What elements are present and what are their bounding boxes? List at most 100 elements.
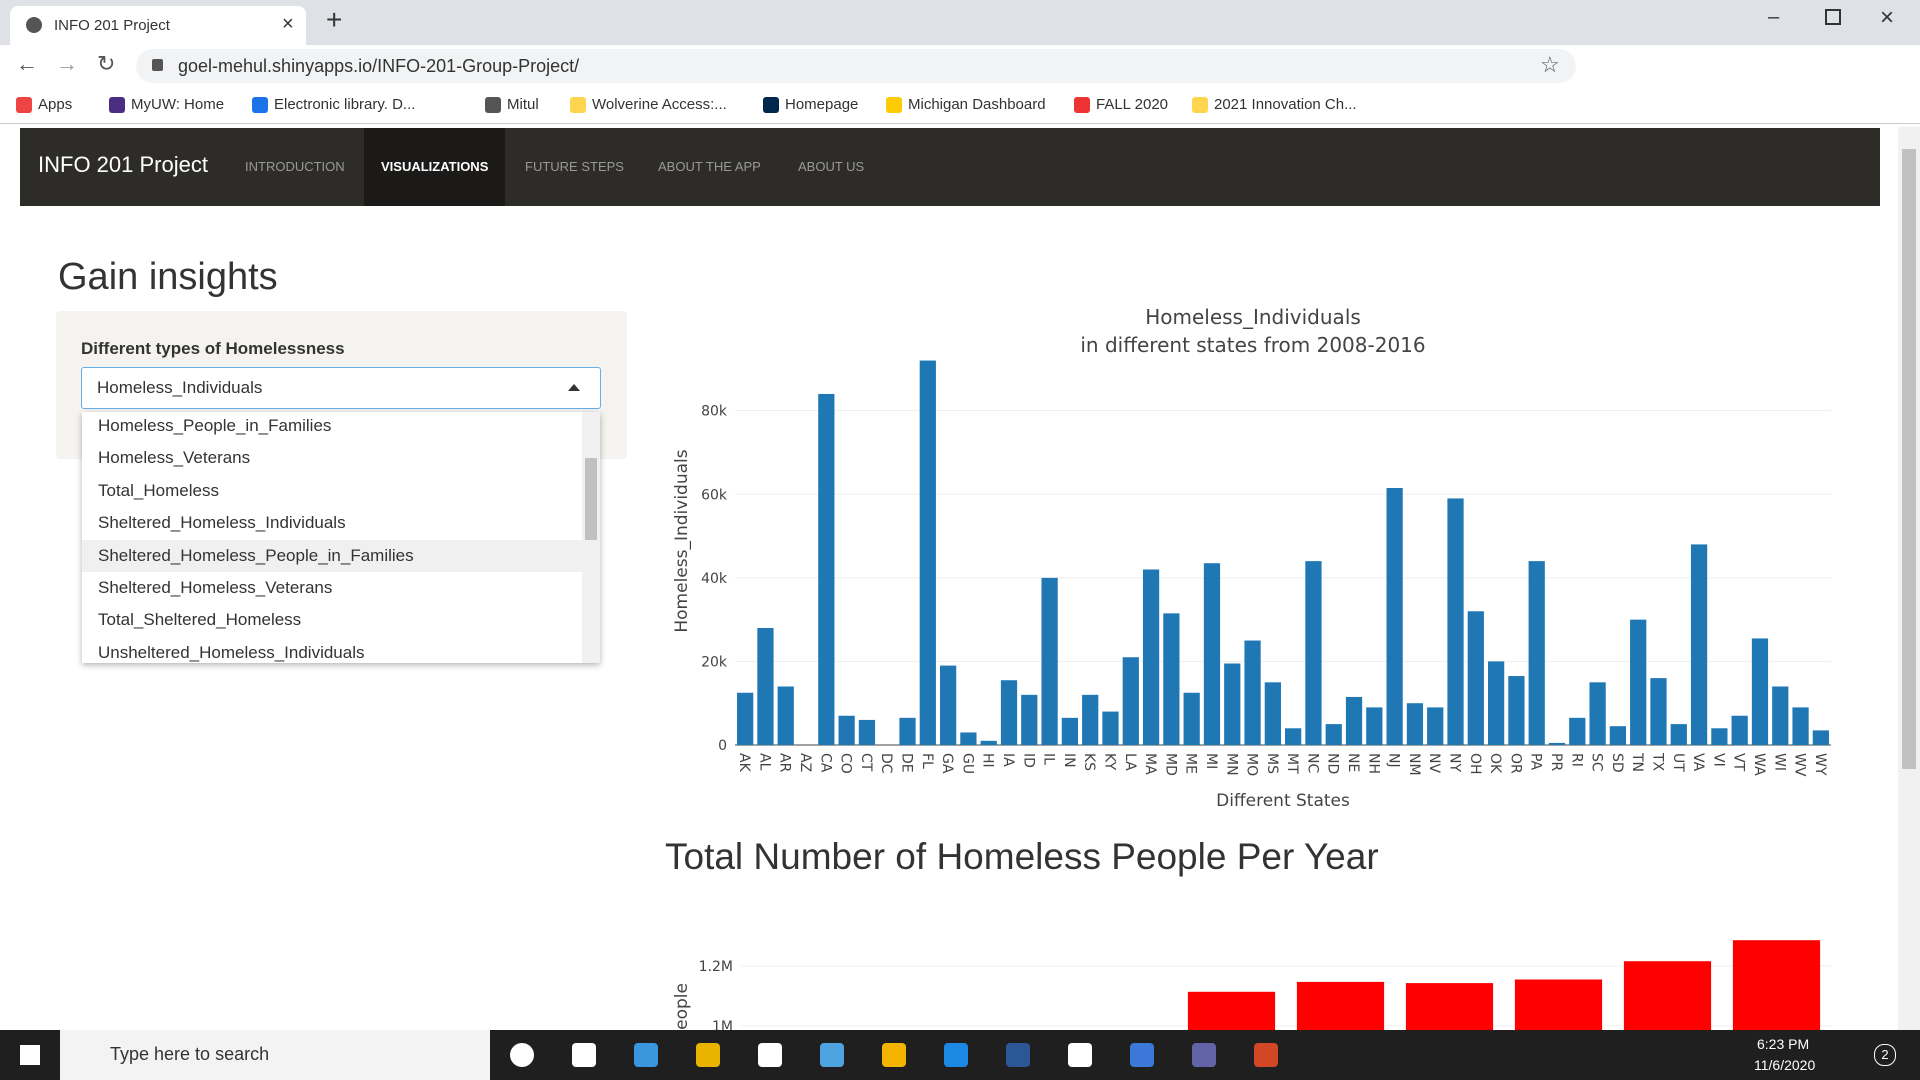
y-axis-title: People — [672, 983, 692, 1030]
taskbar-icon[interactable] — [510, 1043, 534, 1067]
tab-title: INFO 201 Project — [54, 17, 170, 34]
option[interactable]: Sheltered_Homeless_Individuals — [98, 513, 346, 533]
new-tab[interactable]: + — [326, 4, 343, 35]
y-tick-label: 0 — [718, 738, 727, 754]
bar — [1000, 680, 1018, 745]
bar — [1285, 728, 1302, 745]
x-tick-label: MD — [1162, 753, 1178, 776]
bar — [919, 360, 936, 745]
bar — [1731, 715, 1748, 745]
brand[interactable]: INFO 201 Project — [38, 152, 208, 177]
bookmark[interactable]: Electronic library. D... — [274, 96, 416, 113]
bar — [1732, 940, 1821, 1030]
url: goel-mehul.shinyapps.io/INFO-201-Group-P… — [178, 56, 580, 76]
taskbar-icon[interactable] — [944, 1043, 968, 1067]
option[interactable]: Unsheltered_Homeless_Individuals — [98, 642, 365, 662]
close[interactable]: × — [1880, 4, 1895, 31]
bar — [1102, 711, 1119, 745]
scroll-thumb[interactable] — [1902, 149, 1916, 769]
address-bar[interactable]: goel-mehul.shinyapps.io/INFO-201-Group-P… — [136, 49, 1576, 83]
bar — [1514, 979, 1603, 1030]
taskbar-icon[interactable] — [1254, 1043, 1278, 1067]
bookmark[interactable]: Homepage — [785, 96, 859, 113]
x-tick-label: UT — [1670, 753, 1686, 772]
taskbar-icon[interactable] — [572, 1043, 596, 1067]
x-tick-label: NC — [1304, 753, 1320, 773]
bar — [1405, 983, 1494, 1030]
bar — [1305, 561, 1322, 745]
x-tick-label: DC — [878, 753, 894, 774]
selected-value: Homeless_Individuals — [97, 378, 263, 397]
option[interactable]: Sheltered_Homeless_People_in_Families — [98, 545, 414, 565]
x-tick-label: CA — [817, 753, 833, 773]
bar — [1406, 703, 1424, 745]
option[interactable]: Homeless_People_in_Families — [98, 416, 332, 435]
x-tick-label: NY — [1447, 753, 1463, 772]
x-tick-label: VT — [1731, 753, 1747, 772]
taskbar-icon[interactable] — [758, 1043, 782, 1067]
bar — [1163, 613, 1180, 745]
nav-tab[interactable]: INTRODUCTION — [245, 159, 345, 174]
x-tick-label: MN — [1223, 753, 1239, 776]
bar — [1187, 991, 1276, 1030]
bookmark[interactable]: Michigan Dashboard — [908, 96, 1046, 113]
x-axis-title: Different States — [1216, 791, 1350, 811]
taskbar-icon[interactable] — [1130, 1043, 1154, 1067]
nav-tab[interactable]: FUTURE STEPS — [525, 159, 624, 174]
bookmark[interactable]: Apps — [38, 96, 73, 113]
forward[interactable]: → — [56, 51, 78, 76]
nav-tab[interactable]: ABOUT THE APP — [658, 159, 761, 174]
taskbar-icon[interactable] — [1006, 1043, 1030, 1067]
bar — [1609, 726, 1627, 745]
maximize[interactable] — [1825, 9, 1841, 25]
bar — [1670, 724, 1687, 745]
x-tick-label: OK — [1487, 753, 1503, 774]
bar — [1142, 569, 1160, 745]
x-tick-label: FL — [919, 753, 935, 769]
start[interactable] — [20, 1045, 40, 1065]
taskbar-icon[interactable] — [1192, 1043, 1216, 1067]
bookmarks-bar — [0, 86, 1920, 124]
x-tick-label: MT — [1284, 753, 1300, 774]
tab-close[interactable]: × — [282, 13, 294, 35]
search-box[interactable]: Type here to search — [60, 1030, 490, 1080]
bar — [1711, 728, 1728, 745]
option[interactable]: Total_Homeless — [98, 480, 219, 500]
bookmark[interactable]: FALL 2020 — [1096, 96, 1169, 113]
bar — [1792, 707, 1809, 745]
x-tick-label: NE — [1345, 753, 1361, 772]
option[interactable]: Sheltered_Homeless_Veterans — [98, 578, 333, 597]
x-tick-label: WA — [1751, 753, 1767, 776]
reload[interactable]: ↻ — [97, 51, 116, 76]
bookmark[interactable]: Wolverine Access:... — [592, 96, 727, 113]
option[interactable]: Total_Sheltered_Homeless — [98, 610, 302, 630]
x-tick-label: VI — [1710, 753, 1726, 767]
bar — [1082, 694, 1099, 745]
scroll-thumb[interactable] — [585, 458, 597, 540]
star[interactable]: ☆ — [1540, 52, 1560, 77]
bookmark[interactable]: Mitul — [507, 96, 539, 113]
x-tick-label: SC — [1589, 753, 1605, 772]
option[interactable]: Homeless_Veterans — [98, 448, 251, 468]
bookmark[interactable]: 2021 Innovation Ch... — [1214, 96, 1357, 113]
taskbar-icon[interactable] — [882, 1043, 906, 1067]
nav-tab[interactable]: ABOUT US — [798, 159, 865, 174]
notifications[interactable]: 2 — [1874, 1044, 1896, 1066]
taskbar-icon[interactable] — [696, 1043, 720, 1067]
select[interactable]: Homeless_Individuals — [81, 367, 601, 409]
nav-tab[interactable]: VISUALIZATIONS — [381, 159, 489, 174]
minimize[interactable]: – — [1768, 6, 1780, 28]
x-tick-label: ID — [1020, 753, 1036, 768]
x-tick-label: MO — [1244, 753, 1260, 776]
bookmark-icon — [763, 97, 779, 113]
back[interactable]: ← — [16, 51, 38, 76]
bookmark[interactable]: MyUW: Home — [131, 96, 225, 113]
y-tick-label: 1.2M — [699, 959, 733, 975]
x-tick-label: GA — [939, 753, 955, 774]
taskbar: Type here to search 6:23 PM 11/6/2020 2 — [0, 1030, 1920, 1080]
taskbar-icon[interactable] — [634, 1043, 658, 1067]
taskbar-icon[interactable] — [1068, 1043, 1092, 1067]
tab[interactable]: INFO 201 Project × — [10, 6, 306, 45]
x-tick-label: NM — [1406, 753, 1422, 776]
taskbar-icon[interactable] — [820, 1043, 844, 1067]
